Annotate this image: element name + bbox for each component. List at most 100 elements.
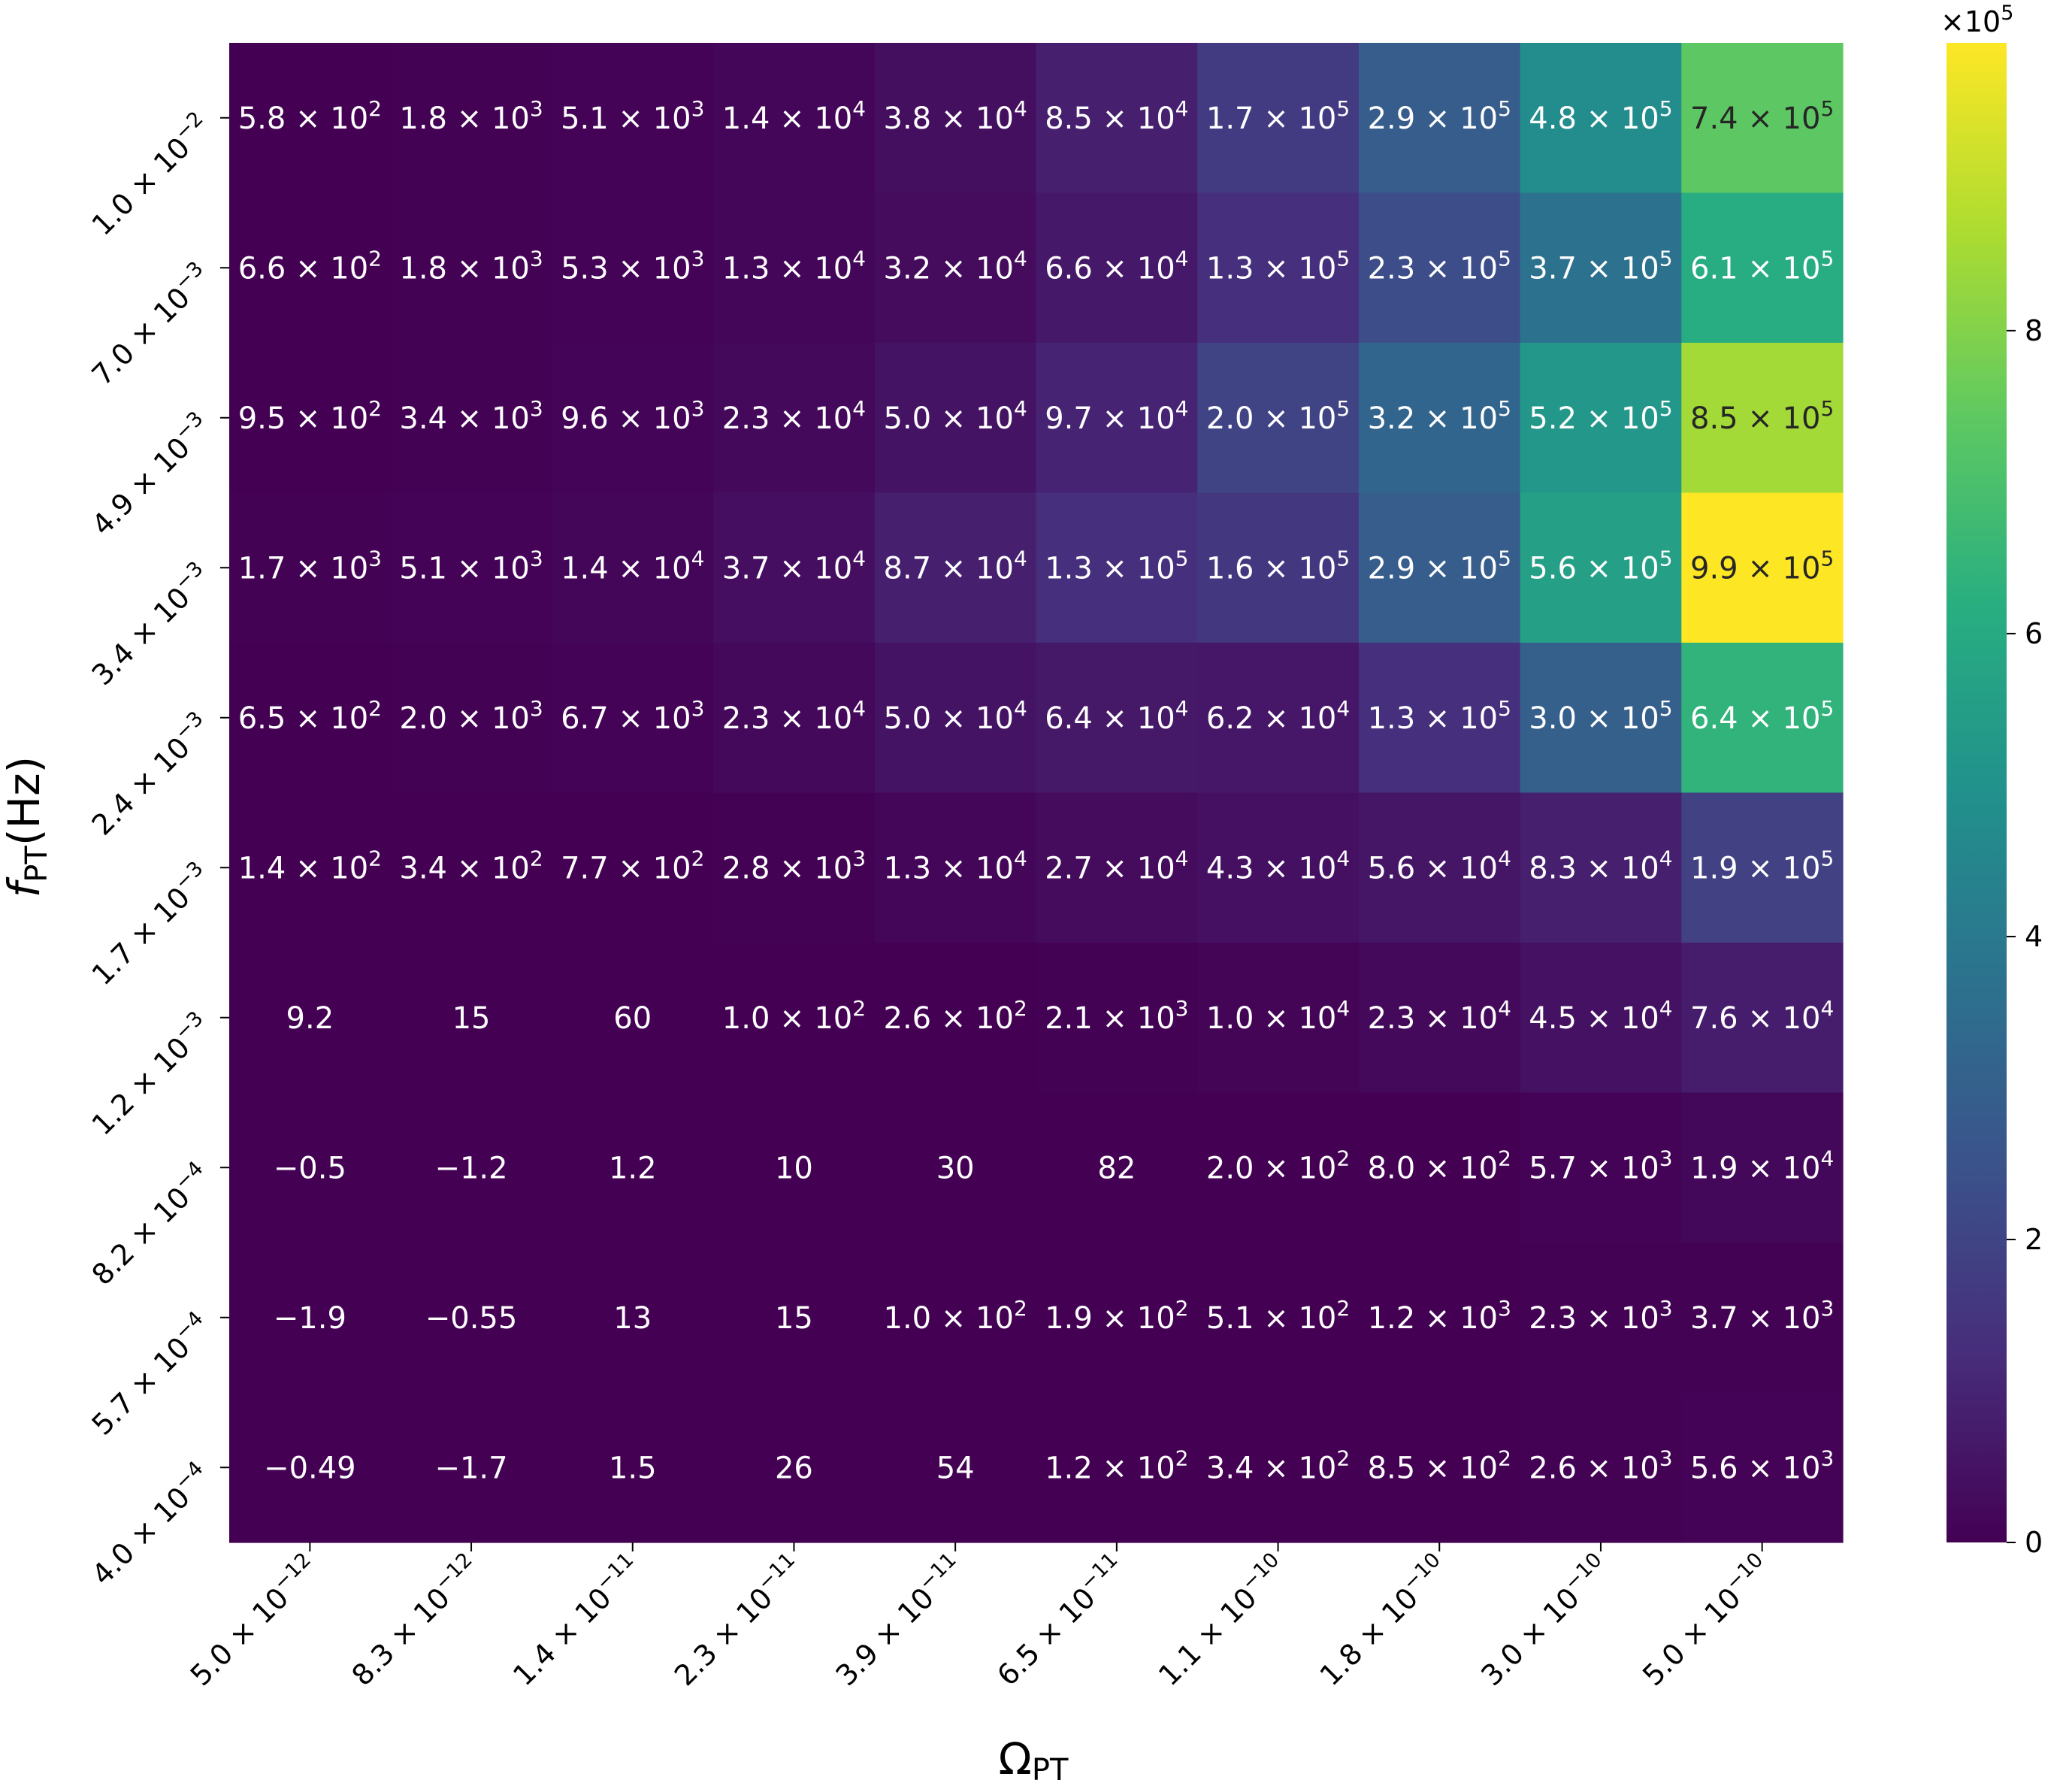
cell-value-label: 5.7 × 103 — [1529, 1146, 1672, 1185]
heatmap-cell — [229, 643, 392, 794]
colorbar-gradient — [1947, 43, 2007, 1542]
cell-value-label: 1.3 × 105 — [1206, 246, 1350, 286]
svg-text:1.1 × 10−10: 1.1 × 10−10 — [1149, 1548, 1293, 1692]
cell-value-label: 5.0 × 104 — [884, 396, 1027, 436]
cell-value-label: 2.0 × 103 — [399, 696, 543, 736]
cell-value-label: 3.8 × 104 — [884, 96, 1027, 136]
colorbar-tick-label: 4 — [2025, 920, 2043, 953]
cell-value-label: 1.4 × 104 — [722, 96, 866, 136]
heatmap-cell — [229, 1243, 392, 1394]
cell-value-label: 3.2 × 105 — [1368, 396, 1511, 436]
cell-value-label: 3.4 × 102 — [399, 846, 543, 885]
cell-value-label: 5.1 × 103 — [399, 546, 543, 586]
colorbar-tick-label: 6 — [2025, 617, 2043, 650]
heatmap-cell — [1358, 43, 1521, 194]
tick-label: 8.3 × 10−12 — [343, 1548, 486, 1692]
cell-value-label: 1.9 × 102 — [1045, 1296, 1188, 1336]
heatmap-cell — [229, 792, 392, 943]
cell-value-label: 10 — [775, 1151, 813, 1185]
heatmap-cell — [1681, 943, 1844, 1094]
cell-value-label: 2.8 × 103 — [722, 846, 866, 885]
colorbar: 0 2 4 6 8 ×105 — [1940, 2, 2043, 1559]
heatmap-cell — [1036, 643, 1198, 794]
svg-text:5.0 × 10−10: 5.0 × 10−10 — [1634, 1548, 1777, 1692]
heatmap-cell — [1197, 1392, 1360, 1543]
tick-label: 7.0 × 10−3 — [86, 257, 208, 392]
heatmap-cell — [229, 492, 392, 643]
heatmap-cell — [874, 43, 1037, 194]
tick-label: 1.2 × 10−3 — [83, 1006, 217, 1141]
cell-value-label: 1.8 × 103 — [399, 96, 543, 136]
heatmap-cell — [390, 1092, 552, 1243]
heatmap-cell — [1358, 643, 1521, 794]
heatmap-cell — [713, 492, 876, 643]
heatmap-cell — [874, 792, 1037, 943]
cell-value-label: −1.9 — [274, 1301, 346, 1336]
svg-text:fPT(Hz): fPT(Hz) — [0, 756, 54, 898]
cell-value-label: 3.4 × 103 — [399, 396, 543, 436]
heatmap-cell — [874, 1092, 1037, 1243]
heatmap-cell — [1520, 643, 1682, 794]
svg-text:1.2 × 10−3: 1.2 × 10−3 — [83, 1006, 217, 1141]
tick-label: 5.7 × 10−4 — [86, 1306, 208, 1441]
cell-value-label: 1.5 — [609, 1451, 657, 1485]
heatmap-cell — [1358, 792, 1521, 943]
svg-text:1.7 × 10−3: 1.7 × 10−3 — [83, 857, 217, 991]
cell-value-label: 2.9 × 105 — [1368, 546, 1511, 586]
cell-value-label: 2.3 × 104 — [1368, 996, 1511, 1036]
cell-value-label: 6.6 × 104 — [1045, 246, 1188, 286]
cell-value-label: 9.9 × 105 — [1690, 546, 1834, 586]
heatmap-cell — [713, 643, 876, 794]
heatmap-cell — [1520, 1092, 1682, 1243]
tick-label: 4.0 × 10−4 — [86, 1457, 208, 1591]
cell-value-label: 26 — [775, 1451, 813, 1485]
cell-value-label: 6.4 × 105 — [1690, 696, 1834, 736]
heatmap-cell — [1520, 943, 1682, 1094]
cell-value-label: 8.3 × 104 — [1529, 846, 1672, 885]
heatmap-cell — [1681, 1392, 1844, 1543]
heatmap-cell — [552, 492, 714, 643]
cell-value-label: 5.1 × 103 — [561, 96, 704, 136]
cell-value-label: 5.8 × 102 — [238, 96, 382, 136]
heatmap-cell — [1358, 1392, 1521, 1543]
heatmap-cell — [552, 643, 714, 794]
cell-value-label: 1.0 × 102 — [884, 1296, 1027, 1336]
svg-text:8.3 × 10−12: 8.3 × 10−12 — [343, 1548, 486, 1692]
heatmap-cell — [552, 43, 714, 194]
heatmap-cell — [1197, 343, 1360, 494]
cell-value-label: 5.0 × 104 — [884, 696, 1027, 736]
heatmap-cell — [1036, 943, 1198, 1094]
cell-value-label: 15 — [775, 1301, 813, 1336]
cell-value-label: 1.8 × 103 — [399, 246, 543, 286]
x-axis: 5.0 × 10−128.3 × 10−121.4 × 10−112.3 × 1… — [184, 1542, 1777, 1692]
colorbar-tick-label: 8 — [2025, 314, 2043, 347]
heatmap-cell — [229, 43, 392, 194]
tick-label: 1.0 × 10−2 — [86, 107, 208, 241]
tick-label: 8.2 × 10−4 — [83, 1157, 217, 1291]
heatmap-cell — [390, 192, 552, 344]
cell-value-label: 6.1 × 105 — [1690, 246, 1834, 286]
svg-text:8.2 × 10−4: 8.2 × 10−4 — [83, 1157, 217, 1291]
heatmap-cell — [1358, 343, 1521, 494]
cell-value-label: 2.1 × 103 — [1045, 996, 1188, 1036]
colorbar-multiplier: ×105 — [1940, 2, 2013, 38]
svg-text:2.4 × 10−3: 2.4 × 10−3 — [83, 707, 217, 841]
cell-value-label: 3.7 × 104 — [722, 546, 866, 586]
heatmap-cell — [1358, 1243, 1521, 1394]
tick-label: 1.7 × 10−3 — [83, 857, 217, 991]
cell-value-label: −0.49 — [264, 1451, 356, 1485]
cell-value-label: 6.4 × 104 — [1045, 696, 1188, 736]
heatmap-cell — [713, 192, 876, 344]
heatmap-cell-labels: 5.8 × 102 1.8 × 103 5.1 × 103 1.4 × 104 3.8 … — [238, 96, 1835, 1486]
cell-value-label: −0.55 — [425, 1301, 518, 1336]
cell-value-label: 9.7 × 104 — [1045, 396, 1188, 436]
heatmap-cell — [874, 943, 1037, 1094]
cell-value-label: 5.2 × 105 — [1529, 396, 1672, 436]
cell-value-label: 7.6 × 104 — [1690, 996, 1834, 1036]
cell-value-label: 1.6 × 105 — [1206, 546, 1350, 586]
heatmap-cell — [1036, 43, 1198, 194]
tick-label: 4.9 × 10−3 — [86, 407, 208, 541]
cell-value-label: 8.5 × 104 — [1045, 96, 1188, 136]
svg-text:3.9 × 10−11: 3.9 × 10−11 — [827, 1548, 970, 1692]
